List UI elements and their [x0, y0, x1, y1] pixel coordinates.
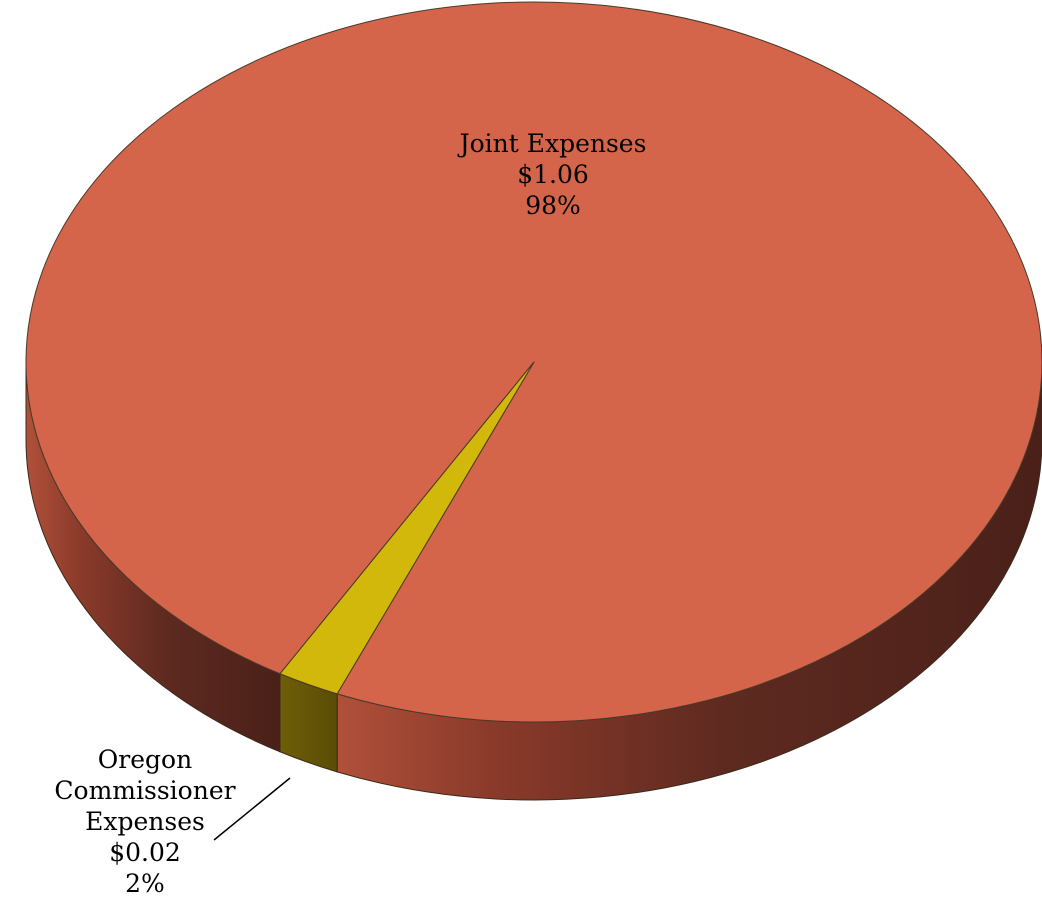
label-oregon-percent: 2%	[125, 869, 165, 898]
label-oregon-name-line-2: Expenses	[85, 807, 205, 836]
slice-oregon-commissioner-expenses	[279, 361, 535, 695]
label-joint-expenses-value: $1.06	[517, 160, 589, 189]
leader-line-oregon	[213, 777, 291, 841]
label-oregon-name-line-1: Commissioner	[54, 776, 235, 805]
label-oregon-name-line-0: Oregon	[98, 745, 192, 774]
label-oregon-value: $0.02	[109, 838, 181, 867]
label-joint-expenses-name: Joint Expenses	[457, 129, 647, 158]
pie-top	[25, 1, 1042, 723]
label-joint-expenses-percent: 98%	[525, 191, 581, 220]
